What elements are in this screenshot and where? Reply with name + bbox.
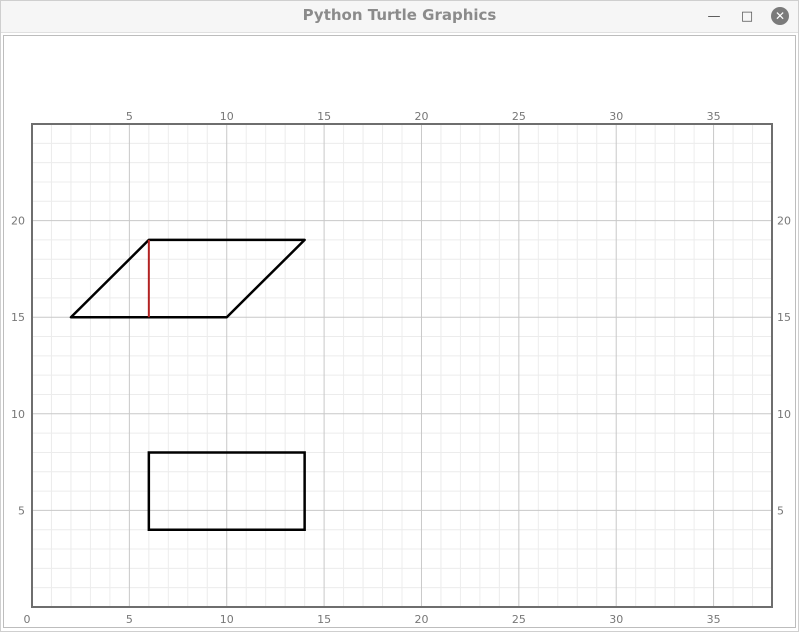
window-title: Python Turtle Graphics xyxy=(302,6,497,24)
right-tick-label: 20 xyxy=(777,215,791,228)
maximize-button[interactable]: □ xyxy=(736,5,758,27)
top-tick-label: 30 xyxy=(609,110,623,123)
minimize-icon: — xyxy=(707,8,721,24)
close-icon: ✕ xyxy=(771,7,789,25)
close-button[interactable]: ✕ xyxy=(769,5,791,27)
left-tick-label: 10 xyxy=(11,408,25,421)
top-tick-label: 15 xyxy=(317,110,331,123)
bottom-tick-label: 25 xyxy=(512,613,526,626)
bottom-tick-label: 35 xyxy=(707,613,721,626)
parallelogram-shape xyxy=(69,238,306,319)
bottom-tick-label: 5 xyxy=(126,613,133,626)
bottom-tick-label: 10 xyxy=(220,613,234,626)
turtle-canvas[interactable]: 5 10 15 20 25 30 35 0 5 10 15 20 25 30 35 20 15 10 5 20 15 10… xyxy=(3,35,796,628)
right-tick-label: 5 xyxy=(777,504,784,517)
plot-frame xyxy=(31,123,773,608)
top-tick-label: 5 xyxy=(126,110,133,123)
top-tick-label: 35 xyxy=(707,110,721,123)
right-tick-label: 15 xyxy=(777,311,791,324)
top-tick-label: 20 xyxy=(414,110,428,123)
left-tick-label: 20 xyxy=(11,215,25,228)
bottom-tick-label: 15 xyxy=(317,613,331,626)
drawing-surface: 5 10 15 20 25 30 35 0 5 10 15 20 25 30 35 20 15 10 5 20 15 10… xyxy=(11,110,791,626)
title-bar[interactable]: Python Turtle Graphics — □ ✕ xyxy=(1,1,798,33)
bottom-tick-label: 0 xyxy=(24,613,31,626)
top-tick-label: 25 xyxy=(512,110,526,123)
left-tick-label: 5 xyxy=(18,504,25,517)
bottom-tick-label: 20 xyxy=(414,613,428,626)
top-tick-label: 10 xyxy=(220,110,234,123)
bottom-tick-label: 30 xyxy=(609,613,623,626)
minimize-button[interactable]: — xyxy=(703,5,725,27)
left-tick-label: 15 xyxy=(11,311,25,324)
maximize-icon: □ xyxy=(740,8,754,24)
right-tick-label: 10 xyxy=(777,408,791,421)
rectangle-shape xyxy=(147,451,306,531)
